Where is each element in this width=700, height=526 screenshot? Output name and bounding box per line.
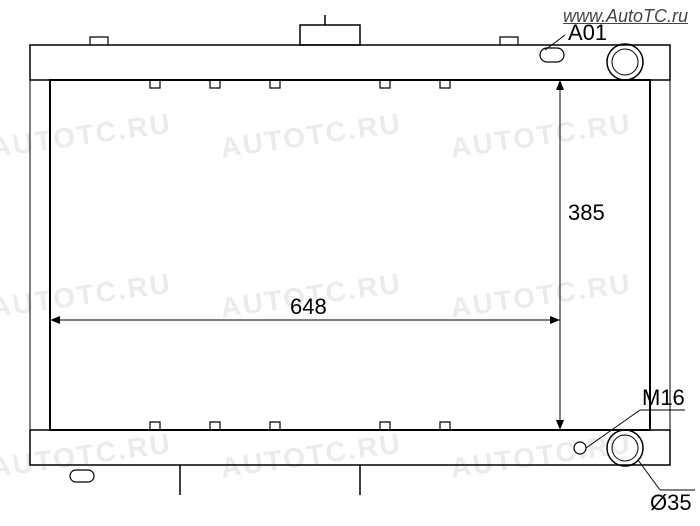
fitting-m16: [574, 442, 586, 454]
dim-width-value: 648: [290, 294, 327, 319]
tab: [90, 37, 108, 45]
right-channel: [650, 80, 670, 430]
label-m16: M16: [642, 385, 685, 410]
filler-cap: [300, 25, 360, 45]
dim-width: 648: [50, 80, 560, 330]
radiator-diagram: 648 385 A01 M16 Ø35: [0, 0, 700, 526]
left-channel: [30, 80, 50, 430]
bottom-tab: [70, 470, 94, 482]
bottom-clips: [150, 422, 450, 430]
top-clips: [150, 80, 450, 88]
outlet-top-inner: [612, 49, 638, 75]
tab: [500, 37, 518, 45]
label-a01: A01: [568, 20, 607, 45]
dim-height-value: 385: [568, 200, 605, 225]
outlet-bottom-inner: [612, 435, 638, 461]
top-tank: [30, 45, 670, 80]
dim-height: 385: [50, 80, 670, 430]
label-diameter: Ø35: [650, 490, 692, 515]
label-dia-group: Ø35: [638, 460, 695, 515]
tab-hole: [540, 48, 564, 62]
